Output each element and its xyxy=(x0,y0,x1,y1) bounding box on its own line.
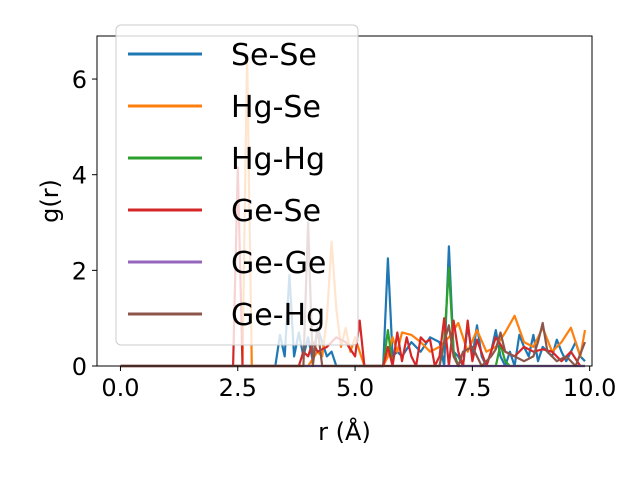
x-axis-label: r (Å) xyxy=(318,417,371,446)
y-tick-label: 6 xyxy=(72,66,87,94)
legend-label: Ge-Se xyxy=(231,194,321,229)
legend-label: Hg-Hg xyxy=(231,142,325,177)
x-tick-label: 2.5 xyxy=(219,374,257,402)
legend-label: Ge-Hg xyxy=(231,298,325,333)
legend-label: Hg-Se xyxy=(231,90,321,125)
x-tick-label: 5.0 xyxy=(336,374,374,402)
legend-box xyxy=(115,24,359,346)
axis-layer: 0.0 2.5 5.0 7.5 10.0 0 2 4 6 xyxy=(72,66,617,402)
x-tick-label: 0.0 xyxy=(101,374,139,402)
x-tick-label: 7.5 xyxy=(453,374,491,402)
y-tick-label: 4 xyxy=(72,162,87,190)
legend: Se-Se Hg-Se Hg-Hg Ge-Se Ge-Ge Ge-Hg xyxy=(115,24,359,346)
legend-label: Ge-Ge xyxy=(231,246,326,281)
y-axis-label: g(r) xyxy=(36,179,64,223)
y-tick-label: 2 xyxy=(72,257,87,285)
y-tick-label: 0 xyxy=(72,353,87,381)
legend-label: Se-Se xyxy=(231,38,317,73)
x-tick-label: 10.0 xyxy=(563,374,616,402)
